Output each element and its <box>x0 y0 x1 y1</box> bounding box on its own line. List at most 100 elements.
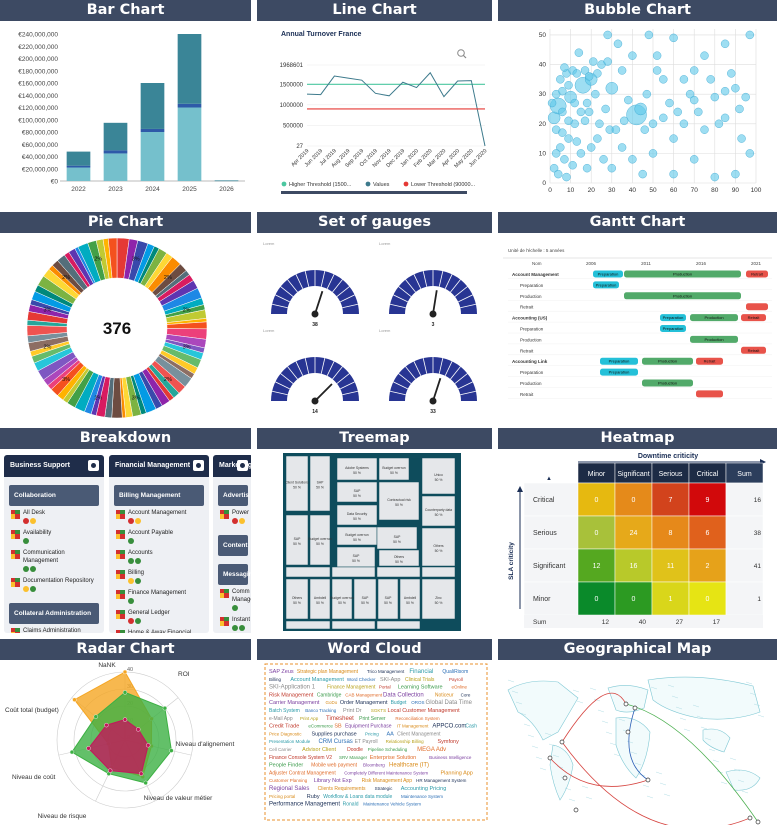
bubble-point <box>582 98 592 108</box>
breakdown-item[interactable]: Finance Management <box>114 589 204 607</box>
breakdown-item[interactable]: All Desk <box>9 509 99 527</box>
bubble-point <box>714 119 724 128</box>
word-cloud-word: Price Diagnostic <box>269 731 302 736</box>
target-icon[interactable] <box>88 460 99 471</box>
treemap-cell-value: 50 % <box>406 601 414 605</box>
map-border <box>511 690 519 694</box>
heat-cell-value: 16 <box>630 563 638 570</box>
gauge-tick <box>450 366 461 380</box>
map-border <box>576 700 584 704</box>
bubble-point <box>669 169 678 179</box>
treemap-cell-value: 50 % <box>393 540 401 544</box>
breakdown-group-title[interactable]: Billing Management <box>114 485 204 506</box>
gauge-tick <box>444 274 453 289</box>
breakdown-group-title[interactable]: Advertis <box>218 485 249 506</box>
breakdown-item[interactable]: Account Payable <box>114 529 204 547</box>
task-label: Retrait <box>520 392 534 397</box>
bubble-point <box>603 57 612 66</box>
status-matrix-icon <box>116 550 125 559</box>
slice-label: 3% <box>62 377 70 383</box>
breakdown-item[interactable]: Accounts <box>114 549 204 567</box>
word-cloud-word: Relationship Billing <box>386 739 425 744</box>
bubble-point <box>642 89 652 99</box>
breakdown-item[interactable]: Instant <box>218 616 250 633</box>
radar-axis-label: Niveau d'alignement <box>176 741 235 748</box>
column-sum: 27 <box>676 619 684 626</box>
breakdown-item[interactable]: Availability <box>9 529 99 547</box>
word-cloud-word: Noticeur <box>435 692 454 698</box>
radar-point <box>93 714 98 719</box>
breakdown-group-title[interactable]: Collateral Administration <box>9 603 99 624</box>
breakdown-item[interactable]: Communication Management <box>9 549 99 575</box>
treemap-cell <box>376 526 418 550</box>
word-cloud-word: SKI-Application 1 <box>269 685 316 691</box>
breakdown-group-title[interactable]: Messagin <box>218 564 251 585</box>
map-location-marker <box>573 807 579 813</box>
map-border <box>581 785 589 789</box>
gauge-title: Lorem <box>379 241 391 246</box>
heat-cell-value: 0 <box>595 497 599 504</box>
bubble-point <box>586 143 596 152</box>
slice-label: 2% <box>62 275 70 281</box>
breakdown-card[interactable]: Business Support Collaboration All Desk Ava… <box>4 455 104 633</box>
heat-cell-value: 0 <box>706 596 710 603</box>
treemap-cell-label: Data Security <box>347 512 368 516</box>
map-location-marker <box>625 729 631 735</box>
word-cloud-word: Learning Software <box>398 685 443 691</box>
column-sum: 17 <box>713 619 721 626</box>
radar-tick-label: 40 <box>127 667 133 673</box>
target-icon[interactable] <box>237 460 248 471</box>
treemap-cell <box>378 481 420 521</box>
breakdown-item[interactable]: Billing <box>114 569 204 587</box>
status-dots <box>128 578 204 587</box>
heat-cell-value: 1 <box>669 596 673 603</box>
gauge-tick <box>320 358 326 374</box>
map-border <box>568 798 576 802</box>
breakdown-item[interactable]: General Ledger <box>114 609 204 627</box>
gantt-bar <box>600 357 638 365</box>
breakdown-card[interactable]: Financial Management Billing Management Ac… <box>109 455 209 633</box>
breakdown-item-label: Claims Administration <box>23 628 81 633</box>
gauge-arc <box>271 270 359 314</box>
breakdown-item[interactable]: Account Management <box>114 509 204 527</box>
bubble-point <box>617 66 627 75</box>
breakdown-item[interactable]: Claims Administration <box>9 627 99 633</box>
breakdown-group-title[interactable]: Collaboration <box>9 485 99 506</box>
bubble-point <box>584 72 594 81</box>
treemap-cell-label: SAP <box>294 537 302 541</box>
gauge-arc <box>389 270 477 314</box>
word-cloud-word: People Finder <box>269 763 303 769</box>
gauge-tick <box>336 286 350 297</box>
gauge-tick <box>275 381 290 390</box>
gauge-tick <box>405 279 416 293</box>
status-matrix-icon <box>116 630 125 633</box>
status-matrix-icon <box>220 589 229 598</box>
treemap-cell <box>331 566 376 578</box>
row-header-cell <box>523 482 579 517</box>
map-border <box>733 768 741 772</box>
target-icon[interactable] <box>193 460 204 471</box>
treemap-cell-value: 50 % <box>316 542 324 546</box>
tile-title: Radar Chart <box>0 639 251 660</box>
breakdown-group-title[interactable]: Content <box>218 535 248 556</box>
legend-scrollbar <box>281 191 467 194</box>
breakdown-item[interactable]: Documentation Repository <box>9 577 99 595</box>
breakdown-item[interactable]: Comm Manage <box>218 588 251 614</box>
gauge-tick <box>390 303 406 309</box>
legend-label: Lower Threshold (90000... <box>411 182 476 188</box>
map-border <box>523 723 531 727</box>
bubble-point <box>745 30 755 40</box>
breakdown-card[interactable]: Marketing Advertis Power Content Messagin Com… <box>213 455 251 633</box>
gauge-tick <box>460 303 476 309</box>
bubble-point <box>652 66 662 75</box>
map-border <box>634 762 642 766</box>
breakdown-item[interactable]: Power <box>218 509 249 527</box>
breakdown-item[interactable]: Home & Away Financial Application <box>114 629 204 633</box>
y-tick-label: €60,000,000 <box>22 142 59 149</box>
word-cloud-word: Finance Console System V2 <box>269 755 332 761</box>
sum-cell <box>725 515 764 550</box>
status-dots <box>128 598 204 607</box>
treemap-cell-value: 50 % <box>293 486 301 490</box>
treemap-cell <box>376 620 421 630</box>
word-cloud-word: Business Intelligence <box>429 755 472 760</box>
